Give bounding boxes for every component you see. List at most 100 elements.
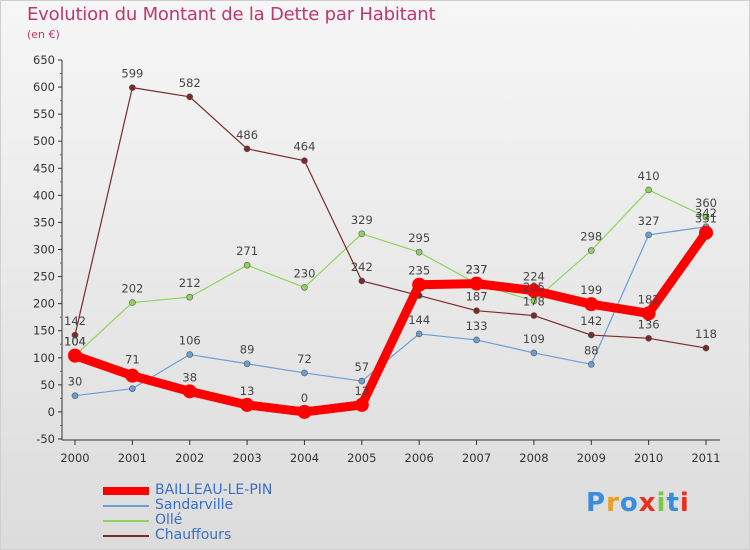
y-tick-label: 350 [33, 215, 55, 229]
data-point [641, 306, 656, 321]
data-label: 71 [125, 352, 140, 366]
data-label: 230 [293, 266, 315, 280]
logo-letter: P [586, 488, 607, 518]
data-point [530, 297, 538, 305]
chart-subtitle: (en €) [27, 28, 60, 41]
y-tick-label: -50 [36, 432, 55, 446]
data-point [71, 331, 79, 339]
data-label: 342 [695, 206, 717, 220]
x-tick-label: 2000 [60, 451, 89, 465]
data-label: 599 [121, 67, 143, 81]
data-label: 235 [408, 264, 430, 278]
data-point [702, 213, 710, 221]
data-label: 199 [580, 283, 602, 297]
data-point [584, 297, 599, 312]
data-point [415, 330, 423, 338]
data-point [301, 157, 308, 165]
legend-swatch [103, 487, 149, 495]
data-label: 13 [354, 384, 369, 398]
data-label: 242 [351, 260, 373, 274]
data-point [358, 230, 366, 238]
y-tick-label: 250 [33, 270, 55, 284]
data-label: 118 [695, 327, 717, 341]
data-point [526, 283, 541, 298]
data-label: 295 [408, 231, 430, 245]
proxiti-logo: Proxiti [586, 488, 690, 518]
data-label: 136 [638, 317, 660, 331]
logo-letter: i [679, 488, 690, 518]
data-point [129, 84, 136, 91]
data-label: 237 [466, 263, 488, 277]
data-label: 187 [466, 290, 488, 304]
data-point [129, 299, 136, 306]
data-label: 327 [638, 214, 660, 228]
logo-letter: o [619, 488, 639, 518]
data-label: 104 [64, 335, 86, 349]
data-point [354, 397, 369, 412]
data-point [473, 336, 480, 344]
x-tick-label: 2005 [347, 451, 376, 465]
data-label: 329 [351, 213, 373, 227]
y-tick-label: 500 [33, 134, 55, 148]
data-point [473, 307, 480, 314]
legend-swatch [103, 535, 149, 537]
data-label: 182 [638, 292, 660, 306]
logo-letter: r [606, 488, 620, 518]
data-label: 106 [179, 334, 201, 348]
data-point [186, 351, 194, 358]
x-tick-label: 2011 [691, 451, 720, 465]
y-tick-label: 150 [33, 324, 55, 338]
data-point [68, 348, 82, 363]
data-label: 331 [695, 212, 717, 226]
series-line [70, 228, 711, 417]
legend-label: Ollé [155, 512, 183, 528]
data-label: 237 [466, 263, 488, 277]
data-point [71, 392, 79, 399]
x-tick-label: 2003 [232, 451, 261, 465]
data-label: 464 [293, 140, 315, 154]
data-label: 72 [297, 352, 312, 366]
data-label: 88 [584, 343, 599, 357]
data-label: 202 [121, 282, 143, 296]
chart-title: Evolution du Montant de la Dette par Hab… [27, 4, 436, 25]
data-point [301, 369, 308, 377]
legend-label: BAILLEAU-LE-PIN [155, 482, 273, 498]
data-label: 142 [64, 314, 86, 328]
logo-letter: i [656, 488, 667, 518]
data-point [530, 349, 538, 357]
data-point [243, 360, 251, 368]
y-tick-label: 200 [33, 297, 55, 311]
legend-swatch [103, 520, 149, 522]
series-line [74, 226, 707, 397]
legend-label: Chauffours [155, 527, 232, 543]
data-label: 360 [695, 196, 717, 210]
data-label: 212 [179, 276, 201, 290]
data-label: 0 [301, 391, 308, 405]
data-label: 298 [580, 230, 602, 244]
data-label: 144 [408, 313, 430, 327]
data-label: 224 [523, 270, 545, 284]
series-line [74, 189, 707, 357]
logo-letter: x [638, 488, 657, 518]
data-point [301, 284, 308, 291]
data-point [412, 277, 427, 292]
data-point [186, 293, 194, 301]
data-point [129, 385, 136, 392]
data-point [645, 334, 652, 342]
data-label: 205 [523, 280, 545, 294]
logo-letter: t [666, 488, 680, 518]
legend-label: Sandarville [155, 497, 234, 513]
data-point [182, 384, 197, 399]
data-point [587, 331, 595, 339]
data-label: 133 [466, 319, 488, 333]
x-tick-label: 2006 [405, 451, 434, 465]
data-label: 57 [354, 360, 369, 374]
data-label: 582 [179, 76, 201, 90]
data-point [297, 404, 312, 419]
y-tick-label: 0 [48, 405, 55, 419]
y-tick-label: 550 [33, 107, 55, 121]
x-tick-label: 2001 [118, 451, 147, 465]
data-point [587, 360, 595, 368]
data-label: 178 [523, 295, 545, 309]
